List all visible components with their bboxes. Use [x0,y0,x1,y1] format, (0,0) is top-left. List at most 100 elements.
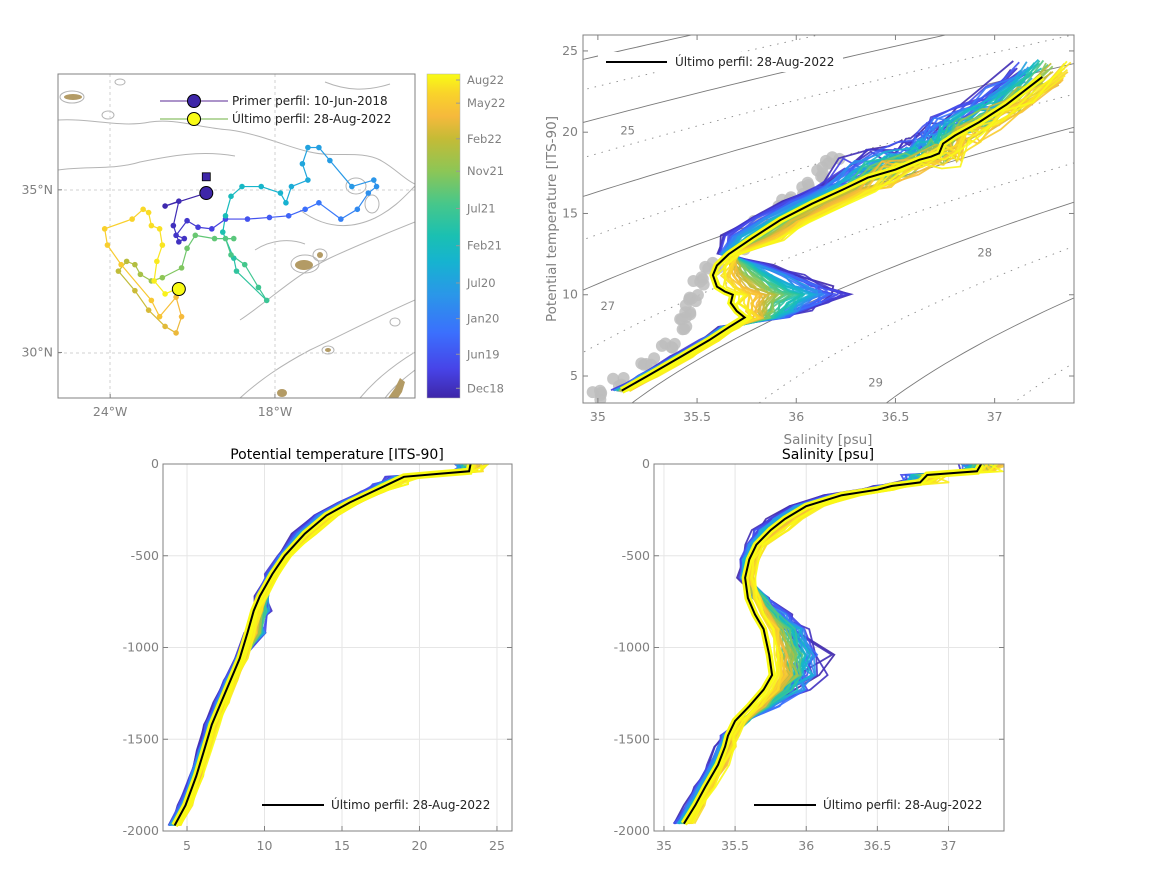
y-tick-label: 20 [562,124,578,139]
climatology-point [595,386,608,399]
profile-line [680,464,976,825]
trajectory-point [156,313,163,320]
isopycnal-label: 24 [759,24,774,38]
colorbar-gradient [426,73,461,399]
y-tick-label: 35°N [21,182,53,197]
x-tick-label: 35.5 [721,838,749,853]
trajectory-point [228,252,234,258]
legend-label-latest: Último perfil: 28-Aug-2022 [675,54,834,69]
trajectory-segment [288,208,306,217]
trajectory-point [145,307,152,313]
trajectory-point [316,144,322,151]
isopycnal-label: 29 [868,376,883,390]
trajectory-point [354,206,361,213]
isopycnal-line [885,297,1074,403]
x-tick-label: 35 [590,409,606,424]
climatology-point [607,372,620,385]
profile-line [685,464,989,825]
trajectory-point [258,183,265,190]
profile-line [179,464,490,826]
colorbar-tick-label: Feb22 [467,132,502,146]
climatology-point [665,341,678,354]
contour-line [114,78,126,86]
map-axes-background [58,74,415,398]
profile-line [683,464,986,824]
isopycnal-line [558,0,1094,9]
trajectory-segment [162,267,182,279]
contour-line [239,299,415,398]
trajectory-point [140,206,146,213]
x-tick-label: 15 [334,838,350,853]
x-tick-label: 25 [489,838,505,853]
profile-line [687,464,990,825]
trajectory-point [181,235,188,242]
trajectory-point [184,245,190,252]
temperature-legend: Último perfil: 28-Aug-2022 [262,797,490,812]
trajectory-segment [106,244,122,265]
temperature-profile-panel: 5 10 15 20 25 0 -500 -1000 -1500 -2000 Potential … [123,447,513,853]
profile-line [678,464,986,825]
trajectory-point [233,268,240,274]
trajectory-point [132,261,138,268]
profile-line [682,464,982,825]
land-areas [64,94,405,398]
profile-line [691,464,988,825]
trajectory-point [129,216,135,222]
trajectory-point [327,157,333,164]
trajectory-point [285,213,292,219]
profile-line [686,464,989,824]
trajectory-point [159,242,166,248]
climatology-point [617,372,630,385]
profile-line [691,464,1004,825]
legend-label-first: Primer perfil: 10-Jun-2018 [232,94,388,108]
trajectory-segment [211,218,226,230]
x-tick-label: 10 [257,838,273,853]
trajectory-point [176,198,182,204]
profile-line [681,464,988,825]
isopycnal-label-background [755,35,778,39]
contour-line [254,240,306,251]
salinity-profile-title: Salinity [psu] [782,447,874,463]
colorbar-tick-label: Jun19 [466,347,500,361]
trajectory-segment [153,280,166,295]
trajectory-point [266,214,273,221]
climatology-point [826,151,839,164]
y-tick-label: 10 [562,287,578,302]
trajectory-point [178,313,185,320]
climatology-point [699,260,712,273]
trajectory-point [263,297,270,304]
trajectory-point [176,239,182,245]
colorbar-tick-label: Feb21 [467,239,502,253]
x-tick-label: 36 [788,409,804,424]
trajectory-segment [195,234,215,240]
trajectory-segment [269,215,289,219]
trajectory-point [244,216,251,222]
trajectory-segment [329,160,353,187]
x-tick-label: 5 [183,838,191,853]
trajectory-point [288,183,295,190]
x-tick-label: 36.5 [882,409,910,424]
profile-line [686,464,1001,825]
trajectory-segment [134,290,150,311]
map-legend: Primer perfil: 10-Jun-2018 Último perfil… [160,94,391,126]
trajectory-point [277,190,284,196]
trajectory-point [371,177,377,183]
trajectory-segment [291,179,309,188]
trajectory-point [123,258,130,265]
trajectory-point [349,183,355,190]
ts-legend: Último perfil: 28-Aug-2022 [598,52,843,72]
trajectory-point [305,144,311,151]
contour-line [364,194,380,214]
trajectory-point [173,330,179,336]
y-tick-label: 25 [562,43,578,58]
x-tick-label: 37 [987,409,1003,424]
trajectory-segment [318,147,331,161]
trajectory-point [132,287,138,294]
colorbar-tick-label: Dec18 [467,381,504,395]
trajectory-point [208,226,215,232]
isopycnal-label: 28 [977,245,992,259]
colorbar-tick-label: May22 [467,96,505,110]
contour-line [59,90,85,104]
island [388,378,405,398]
